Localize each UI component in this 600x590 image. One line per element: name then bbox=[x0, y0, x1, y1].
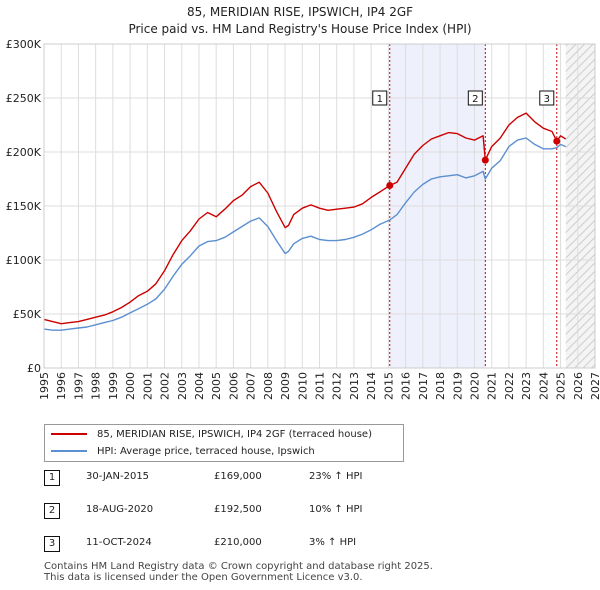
y-tick-label: £150K bbox=[6, 200, 42, 213]
sale-label-box bbox=[372, 90, 388, 106]
chart-title-line1: 85, MERIDIAN RISE, IPSWICH, IP4 2GF bbox=[186, 5, 414, 19]
x-tick-label: 2011 bbox=[314, 372, 327, 400]
x-tick-label: 2009 bbox=[279, 372, 292, 400]
legend-item-property: 85, MERIDIAN RISE, IPSWICH, IP4 2GF (ter… bbox=[51, 427, 372, 443]
x-tick-label: 2004 bbox=[193, 372, 206, 400]
x-tick-label: 2017 bbox=[417, 372, 430, 400]
x-tick-label: 2024 bbox=[537, 372, 550, 400]
sale-row: 2 18-AUG-2020 £192,500 10% ↑ HPI bbox=[44, 503, 564, 536]
sale-marker: 3 bbox=[44, 536, 60, 552]
footer-copyright: Contains HM Land Registry data © Crown c… bbox=[44, 561, 433, 572]
legend-label-property: 85, MERIDIAN RISE, IPSWICH, IP4 2GF (ter… bbox=[97, 429, 372, 440]
sales-table: 1 30-JAN-2015 £169,000 23% ↑ HPI 2 18-AU… bbox=[44, 470, 564, 569]
sale-date: 18-AUG-2020 bbox=[86, 504, 154, 515]
x-tick-label: 1996 bbox=[55, 372, 68, 400]
x-tick-label: 2002 bbox=[159, 372, 172, 400]
footer: Contains HM Land Registry data © Crown c… bbox=[44, 561, 433, 583]
x-tick-label: 1997 bbox=[72, 372, 85, 400]
x-tick-label: 2013 bbox=[348, 372, 361, 400]
price-chart: £0 £50K £100K £150K £200K £250K £300K 1995 1996 1… bbox=[6, 38, 600, 400]
footer-license: This data is licensed under the Open Gov… bbox=[44, 572, 363, 583]
sale-price: £169,000 bbox=[214, 471, 262, 482]
chart-title-line2: Price paid vs. HM Land Registry's House … bbox=[128, 22, 472, 36]
x-tick-label: 2026 bbox=[572, 372, 585, 400]
x-tick-label: 2006 bbox=[227, 372, 240, 400]
y-tick-label: £300K bbox=[6, 38, 42, 51]
x-tick-label: 2020 bbox=[468, 372, 481, 400]
sale-label-number: 2 bbox=[472, 94, 478, 105]
sale-label-box bbox=[539, 90, 555, 106]
x-tick-label: 2001 bbox=[141, 372, 154, 400]
sale-price: £210,000 bbox=[214, 537, 262, 548]
x-tick-label: 1998 bbox=[90, 372, 103, 400]
sale-label-number: 1 bbox=[377, 94, 383, 105]
sale-marker: 2 bbox=[44, 503, 60, 519]
sale-label-number: 3 bbox=[544, 94, 550, 105]
sale-point bbox=[386, 181, 394, 189]
x-tick-label: 2003 bbox=[176, 372, 189, 400]
sale-point bbox=[553, 137, 561, 145]
x-tick-label: 2008 bbox=[262, 372, 275, 400]
y-tick-label: £200K bbox=[6, 146, 42, 159]
sale-point bbox=[481, 156, 489, 164]
x-tick-label: 1995 bbox=[38, 372, 51, 400]
property-price-line bbox=[43, 112, 567, 325]
x-tick-label: 2007 bbox=[245, 372, 258, 400]
sale-marker: 1 bbox=[44, 470, 60, 486]
y-tick-label: £100K bbox=[6, 254, 42, 267]
x-tick-label: 2000 bbox=[124, 372, 137, 400]
legend-label-hpi: HPI: Average price, terraced house, Ipsw… bbox=[97, 446, 315, 457]
legend-swatch-property bbox=[51, 433, 87, 435]
sale-price: £192,500 bbox=[214, 504, 262, 515]
legend-swatch-hpi bbox=[51, 450, 87, 452]
sale-date: 11-OCT-2024 bbox=[86, 537, 152, 548]
chart-title: 85, MERIDIAN RISE, IPSWICH, IP4 2GF Pric… bbox=[0, 4, 600, 38]
y-tick-label: £250K bbox=[6, 92, 42, 105]
x-tick-label: 2018 bbox=[434, 372, 447, 400]
y-tick-label: £0 bbox=[27, 362, 41, 375]
sale-hpi-change: 3% ↑ HPI bbox=[309, 537, 357, 548]
x-tick-label: 2023 bbox=[520, 372, 533, 400]
x-tick-label: 2012 bbox=[331, 372, 344, 400]
sale-date: 30-JAN-2015 bbox=[86, 471, 150, 482]
sale-hpi-change: 10% ↑ HPI bbox=[309, 504, 363, 515]
sale-row: 3 11-OCT-2024 £210,000 3% ↑ HPI bbox=[44, 536, 564, 569]
legend: 85, MERIDIAN RISE, IPSWICH, IP4 2GF (ter… bbox=[44, 424, 404, 462]
x-tick-label: 2022 bbox=[503, 372, 516, 400]
sale-row: 1 30-JAN-2015 £169,000 23% ↑ HPI bbox=[44, 470, 564, 503]
x-tick-label: 2021 bbox=[486, 372, 499, 400]
x-tick-label: 2010 bbox=[296, 372, 309, 400]
sale-hpi-change: 23% ↑ HPI bbox=[309, 471, 363, 482]
hpi-line bbox=[43, 137, 566, 331]
x-tick-label: 2014 bbox=[365, 372, 378, 400]
plot-border bbox=[43, 43, 596, 369]
x-tick-label: 2019 bbox=[451, 372, 464, 400]
x-tick-label: 2027 bbox=[589, 372, 600, 400]
x-tick-label: 2025 bbox=[555, 372, 568, 400]
sale-label-box bbox=[467, 90, 483, 106]
x-tick-label: 2015 bbox=[382, 372, 395, 400]
y-tick-label: £50K bbox=[13, 308, 42, 321]
legend-item-hpi: HPI: Average price, terraced house, Ipsw… bbox=[51, 444, 315, 460]
x-tick-label: 2005 bbox=[210, 372, 223, 400]
x-tick-label: 1999 bbox=[107, 372, 120, 400]
x-tick-label: 2016 bbox=[400, 372, 413, 400]
